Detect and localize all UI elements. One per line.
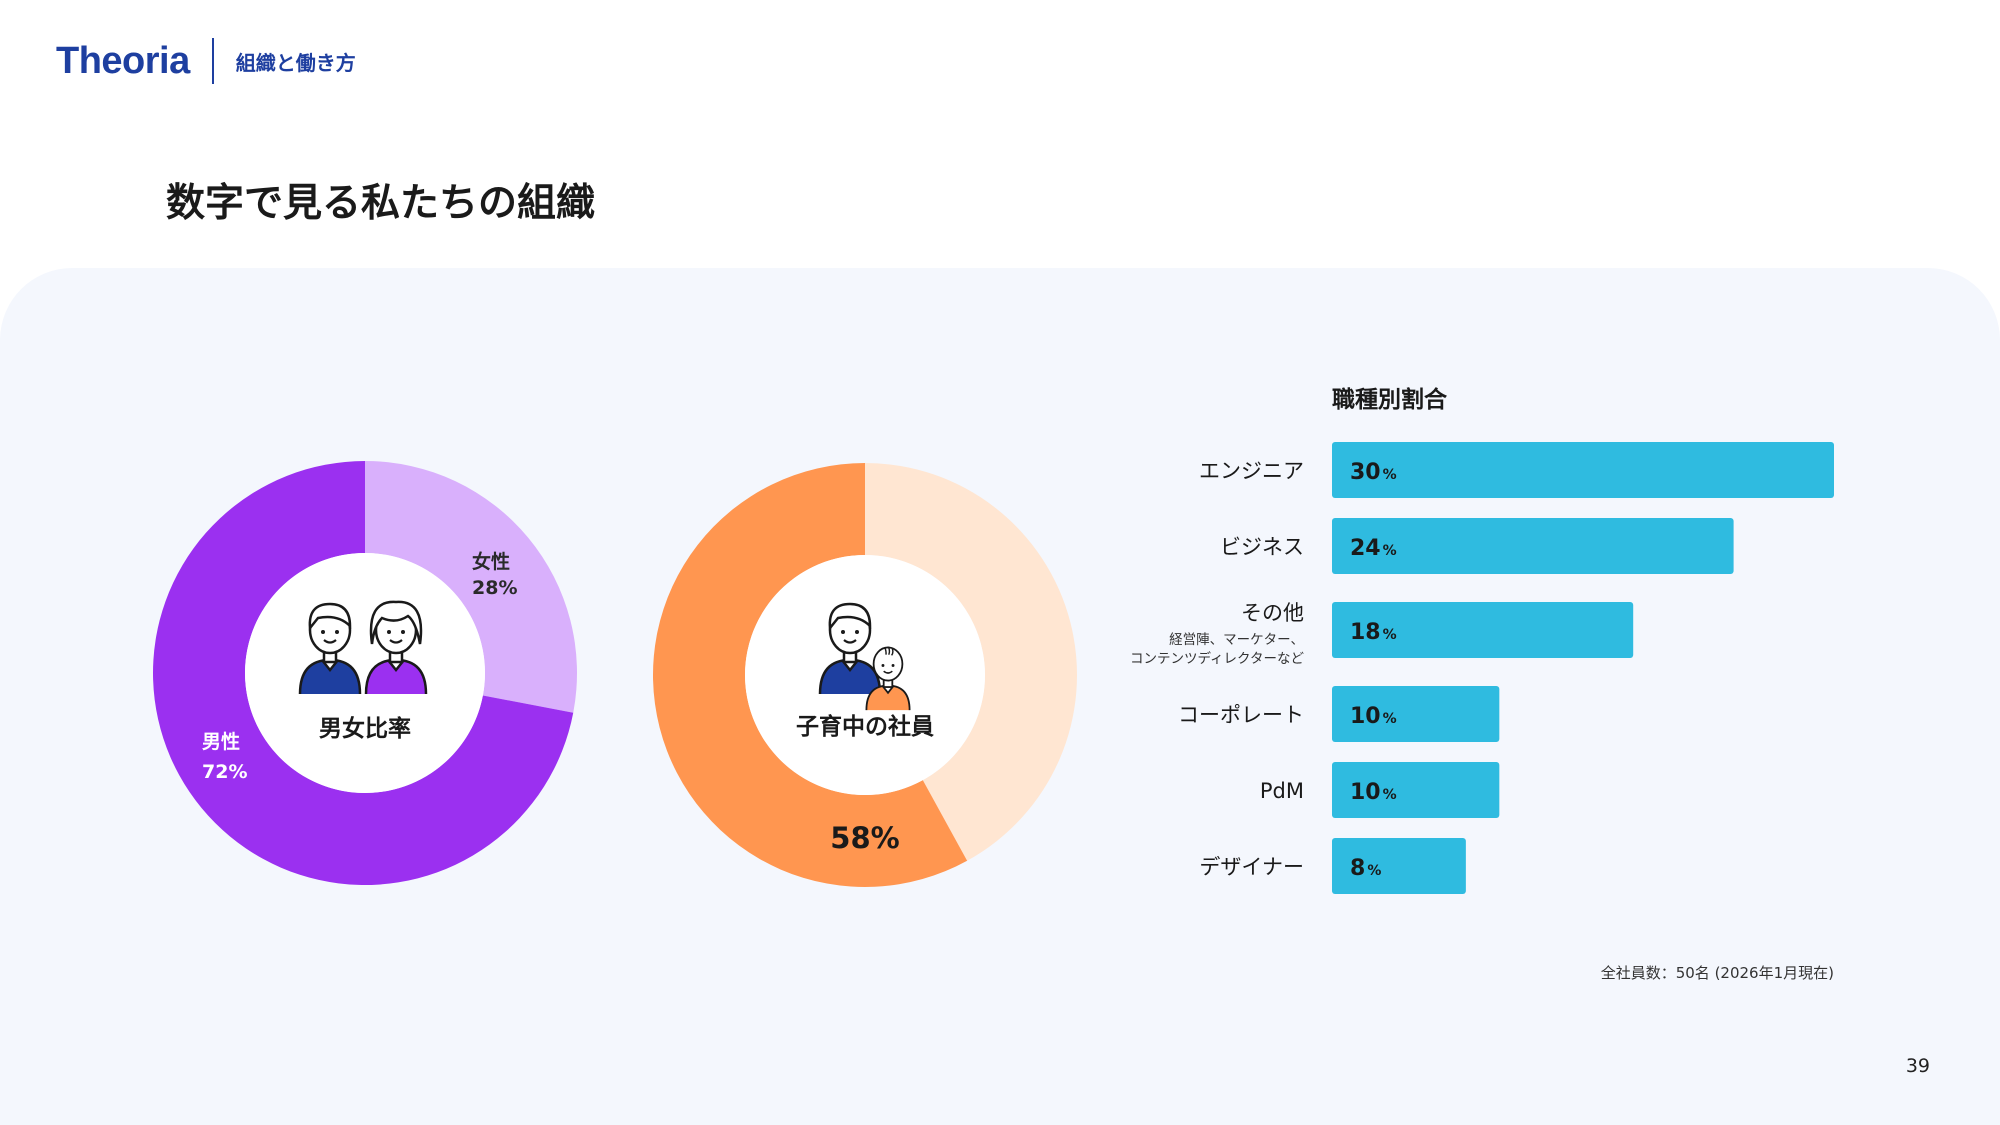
bar [1332, 518, 1734, 574]
bar-value: 30 [1350, 460, 1381, 485]
parent-icon [818, 602, 882, 695]
bar-unit: % [1367, 863, 1381, 879]
bar [1332, 762, 1500, 818]
bar-category-note: 経営陣、マーケター、コンテンツディレクターなど [1130, 632, 1305, 667]
job-type-chart-title: 職種別割合 [1332, 387, 1447, 413]
bar-value: 10 [1350, 704, 1381, 729]
page-number: 39 [1905, 1055, 1930, 1077]
bar-category-label: エンジニア [1199, 459, 1304, 483]
bar-unit: % [1383, 543, 1397, 559]
man-icon [298, 602, 362, 695]
footnote: 全社員数：50名 (2026年1月現在) [1600, 964, 1834, 982]
parent-slice-0 [865, 463, 1077, 861]
parent-slice-1 [652, 463, 968, 887]
male-slice-label: 男性 [202, 730, 240, 753]
gender-chart-title: 男女比率 [319, 715, 411, 742]
female-slice-label: 女性 [472, 550, 510, 573]
parent-donut-svg: 58% 子育中の社員 [652, 463, 1077, 887]
bar-unit: % [1383, 467, 1397, 483]
header: Theoria 組織と働き方 [56, 36, 356, 86]
header-divider [211, 38, 214, 84]
job-type-bar-chart: 30 % エンジニア 24 % ビジネス 18 % その他経営陣、マーケター、コンテンツディレク… [1130, 442, 1834, 894]
bar [1332, 442, 1834, 498]
parent-slice-value: 58% [830, 821, 899, 855]
parent-ratio-chart: 58% 子育中の社員 [650, 460, 1080, 890]
section-name: 組織と働き方 [235, 50, 356, 75]
gender-donut-svg: 女性 28% 男性 72% 男女比率 [152, 461, 577, 885]
woman-icon [364, 600, 428, 695]
bar-value-label: 10% [1350, 704, 1397, 729]
bar-unit: % [1383, 627, 1397, 643]
page-title: 数字で見る私たちの組織 [166, 181, 596, 226]
bar-category-label: デザイナー [1199, 855, 1304, 879]
bar-unit: % [1383, 787, 1397, 803]
bar-value: 24 [1350, 536, 1381, 561]
bar-value-label: 10% [1350, 780, 1397, 805]
gender-slice-female [365, 461, 577, 713]
bar [1332, 838, 1466, 894]
bar [1332, 602, 1634, 658]
bar-value-label: 24% [1350, 536, 1397, 561]
bar-category-label: ビジネス [1220, 535, 1304, 559]
gender-slice-male [152, 461, 574, 885]
gender-ratio-chart: 女性 28% 男性 72% 男女比率 [150, 458, 580, 888]
bar [1332, 686, 1500, 742]
bar-value: 18 [1350, 620, 1381, 645]
bar-category-label: PdM [1260, 779, 1304, 803]
male-slice-value: 72% [202, 761, 247, 783]
bar-unit: % [1383, 711, 1397, 727]
bar-value: 10 [1350, 780, 1381, 805]
bar-category-label: コーポレート [1178, 703, 1304, 727]
bar-value-label: 8% [1350, 856, 1381, 881]
female-slice-value: 28% [472, 577, 517, 599]
theoria-logo: Theoria [56, 39, 190, 82]
child-icon [865, 646, 911, 711]
parent-chart-title: 子育中の社員 [796, 713, 934, 740]
bar-value-label: 18% [1350, 620, 1397, 645]
bar-value: 8 [1350, 856, 1365, 881]
bar-value-label: 30% [1350, 460, 1397, 485]
bar-category-label: その他 [1241, 601, 1304, 625]
